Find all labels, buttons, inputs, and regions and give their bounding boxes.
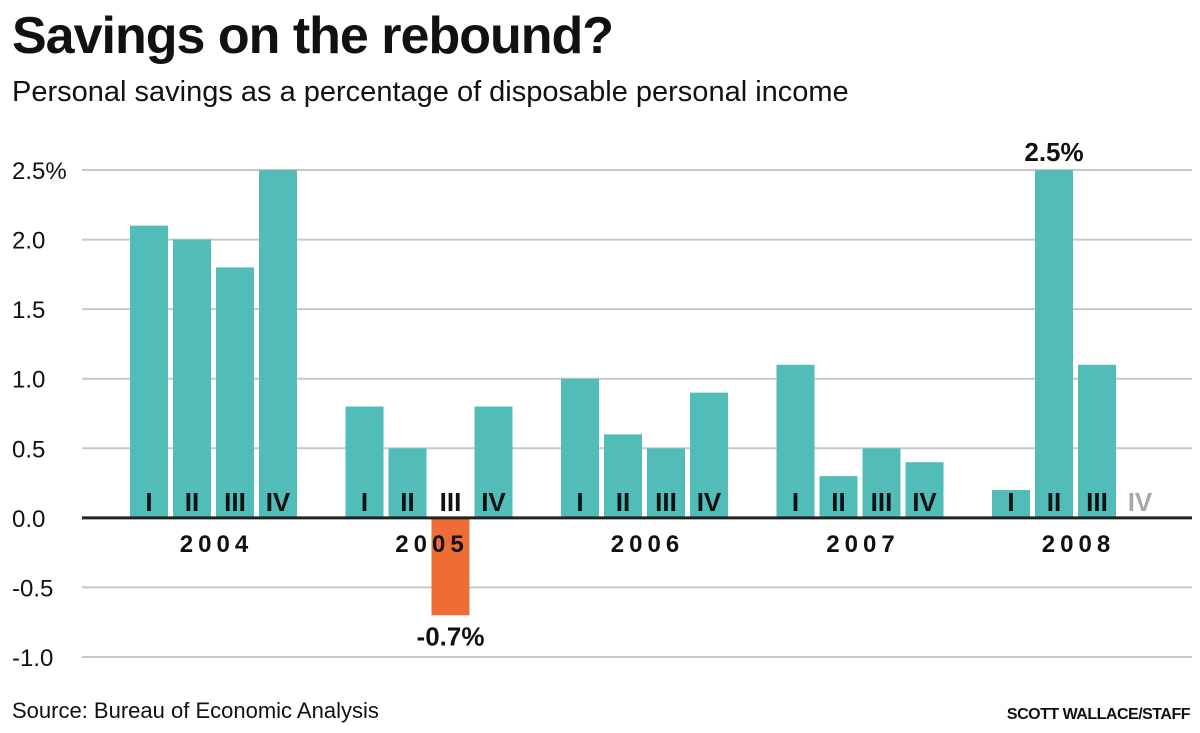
- quarter-label: IV: [697, 487, 722, 517]
- quarter-label: II: [1047, 487, 1061, 517]
- chart-title: Savings on the rebound?: [12, 7, 614, 65]
- bar-2005-q3: [431, 517, 470, 616]
- quarter-label: III: [655, 487, 677, 517]
- quarter-label: IV: [481, 487, 506, 517]
- quarter-label: II: [831, 487, 845, 517]
- year-label: 2004: [180, 531, 253, 558]
- bar-2004-q4: [259, 170, 297, 518]
- bar-2005-q4: [474, 406, 513, 518]
- quarter-label: IV: [912, 487, 937, 517]
- bar-2008-q3: [1078, 364, 1116, 518]
- y-tick-label: 0.0: [12, 506, 45, 533]
- quarter-label: II: [400, 487, 414, 517]
- bar-2006-q2: [604, 434, 642, 518]
- source-note: Source: Bureau of Economic Analysis: [12, 698, 379, 723]
- year-label: 2007: [826, 531, 899, 558]
- bar-2005-q1: [345, 406, 384, 518]
- quarter-label: II: [616, 487, 630, 517]
- y-tick-label: 2.5%: [12, 158, 67, 185]
- quarter-label: I: [576, 487, 583, 517]
- quarter-label: II: [185, 487, 199, 517]
- quarter-label: I: [1007, 487, 1014, 517]
- bar-2007-q4: [905, 462, 944, 518]
- year-label: 2008: [1042, 531, 1115, 558]
- quarter-label: III: [440, 487, 462, 517]
- y-axis-ticks: 2.5% 2.0 1.5 1.0 0.5 0.0 -0.5 -1.0: [12, 158, 67, 672]
- bar-2006-q1: [561, 378, 599, 518]
- quarter-label: I: [145, 487, 152, 517]
- bar-2004-q1: [130, 225, 168, 518]
- chart-subtitle: Personal savings as a percentage of disp…: [12, 76, 849, 108]
- year-label: 2005: [395, 531, 468, 558]
- bar-2008-q1: [992, 490, 1030, 518]
- quarter-label: III: [224, 487, 246, 517]
- bar-2007-q3: [862, 448, 901, 518]
- year-label: 2006: [611, 531, 684, 558]
- y-tick-label: -0.5: [12, 575, 53, 602]
- bar-2005-q2: [388, 448, 427, 518]
- quarter-label: I: [361, 487, 368, 517]
- y-tick-label: 1.0: [12, 367, 45, 394]
- bar-2004-q2: [173, 239, 211, 518]
- bar-2008-q2: [1035, 170, 1073, 518]
- y-tick-label: 2.0: [12, 228, 45, 255]
- bars: [130, 170, 1116, 616]
- quarter-label: IV: [266, 487, 291, 517]
- quarter-label: III: [871, 487, 893, 517]
- bar-value-callout: 2.5%: [1024, 137, 1083, 167]
- bar-2006-q3: [647, 448, 685, 518]
- y-tick-label: 1.5: [12, 297, 45, 324]
- bar-2007-q2: [819, 476, 858, 518]
- bar-2006-q4: [690, 392, 728, 518]
- quarter-label: IV: [1128, 487, 1153, 517]
- bar-2007-q1: [776, 364, 815, 518]
- bar-2004-q3: [216, 267, 254, 518]
- bar-value-callout: -0.7%: [417, 621, 485, 651]
- quarter-label: III: [1086, 487, 1108, 517]
- y-tick-label: 0.5: [12, 436, 45, 463]
- credit-line: SCOTT WALLACE/STAFF: [1006, 706, 1191, 723]
- y-tick-label: -1.0: [12, 645, 53, 672]
- quarter-label: I: [792, 487, 799, 517]
